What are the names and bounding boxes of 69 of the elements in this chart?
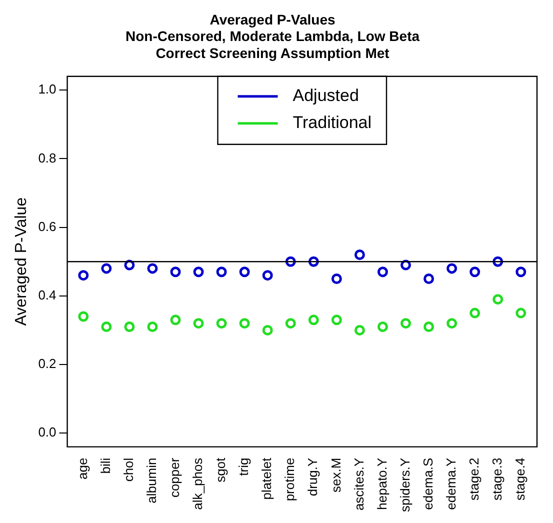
- point: [147, 322, 158, 332]
- point: [470, 308, 480, 318]
- point: [354, 249, 365, 260]
- x-tick-label: edema.S: [420, 457, 436, 510]
- x-tick-label: sex.M: [328, 458, 344, 492]
- x-tick-label: hepato.Y: [374, 457, 390, 510]
- point: [101, 263, 112, 274]
- point: [239, 318, 250, 329]
- y-tick-label: 0.8: [38, 150, 56, 166]
- chart-subtitle: Non-Censored, Moderate Lambda, Low Beta Correct Screening Assumption Met: [125, 28, 420, 61]
- point: [262, 270, 273, 281]
- x-tick-label: trig: [236, 458, 252, 476]
- x-tick-label: drug.Y: [305, 457, 320, 496]
- point: [354, 324, 365, 336]
- point: [492, 294, 504, 305]
- x-tick-label: spiders.Y: [397, 457, 412, 512]
- x-tick-label: bili: [98, 458, 113, 474]
- point: [516, 308, 526, 318]
- x-tick-label: age: [74, 458, 90, 480]
- point: [308, 314, 319, 326]
- y-tick-label: 1.0: [38, 82, 56, 97]
- point: [170, 314, 181, 326]
- x-tick-label: alk_phos: [190, 457, 206, 510]
- point: [78, 270, 89, 281]
- y-tick-label: 0.4: [38, 287, 56, 302]
- point: [377, 266, 388, 278]
- point: [78, 311, 89, 322]
- point: [308, 256, 319, 267]
- x-tick-label: edema.Y: [443, 457, 458, 510]
- point: [516, 266, 526, 278]
- point: [239, 266, 250, 278]
- point: [424, 274, 434, 284]
- point: [216, 266, 227, 278]
- point: [193, 266, 204, 278]
- point: [424, 322, 434, 332]
- x-tick-label: platelet: [259, 457, 274, 500]
- y-tick-label: 0.2: [38, 356, 56, 372]
- point: [101, 322, 112, 332]
- x-tick-label: sgot: [213, 457, 228, 482]
- y-tick-label: 0.0: [38, 424, 56, 440]
- y-axis-title: Averaged P-Value: [13, 197, 30, 326]
- x-tick-label: protime: [282, 458, 298, 502]
- point: [262, 324, 273, 336]
- point: [216, 318, 227, 329]
- point: [331, 274, 342, 284]
- x-tick-label: stage.4: [512, 458, 528, 500]
- point: [124, 322, 135, 332]
- x-tick-label: chol: [121, 458, 136, 482]
- x-tick-label: stage.2: [466, 458, 482, 500]
- point: [193, 318, 204, 329]
- point: [470, 266, 480, 278]
- point: [400, 318, 412, 329]
- legend-label: Adjusted: [292, 86, 359, 106]
- x-tick-label: copper: [167, 457, 182, 498]
- x-tick-label: stage.3: [489, 458, 504, 500]
- point: [285, 256, 296, 267]
- chart-title: Averaged P-Values: [210, 11, 336, 28]
- legend-label: Traditional: [292, 113, 372, 132]
- point: [446, 263, 458, 274]
- point: [331, 314, 342, 326]
- point: [170, 266, 181, 278]
- y-tick-label: 0.6: [38, 218, 56, 234]
- point: [492, 256, 504, 267]
- x-tick-label: albumin: [144, 458, 160, 504]
- point: [377, 322, 388, 332]
- point: [446, 318, 458, 329]
- x-tick-label: ascites.Y: [351, 457, 366, 511]
- point: [285, 318, 296, 329]
- point: [147, 263, 158, 274]
